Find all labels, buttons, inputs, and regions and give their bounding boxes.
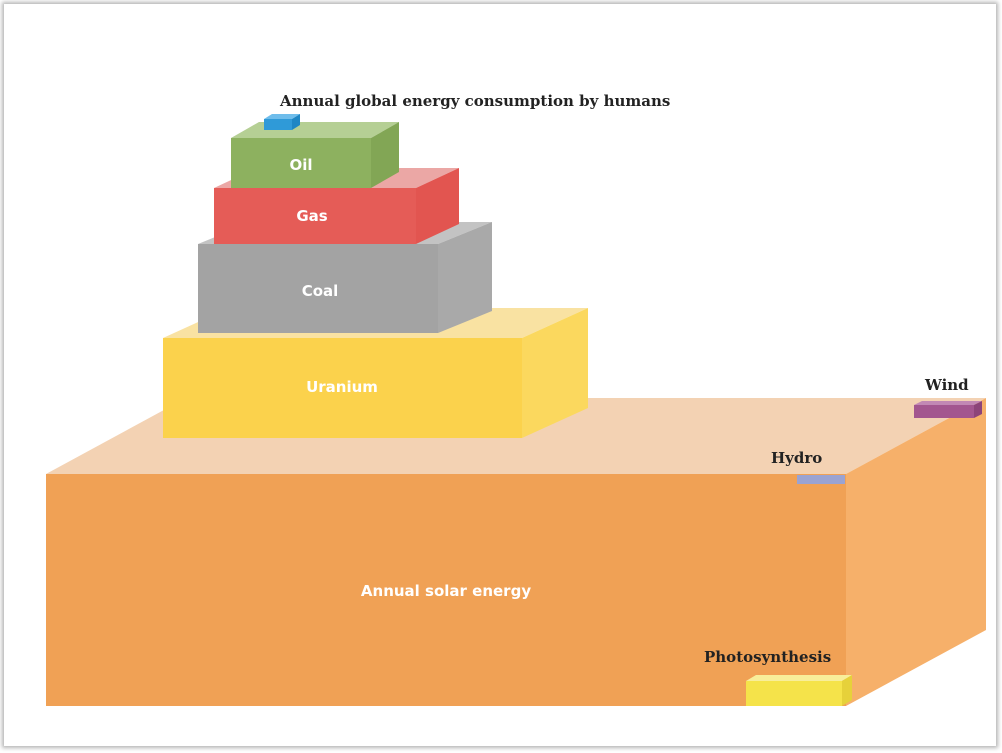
oil-side-face <box>371 122 399 188</box>
hydro-marker <box>797 475 845 484</box>
solar-front-face <box>46 474 846 706</box>
consumption-top-face <box>264 114 300 119</box>
coal-label: Coal <box>302 282 339 300</box>
hydro-label: Hydro <box>771 449 822 467</box>
oil-top-face <box>231 122 399 138</box>
uranium-label: Uranium <box>306 378 378 396</box>
solar-side-face <box>846 398 986 706</box>
coal-front-face <box>198 244 438 333</box>
wind-front-face <box>914 405 974 418</box>
consumption-title: Annual global energy consumption by huma… <box>279 92 670 110</box>
consumption-front-face <box>264 119 292 130</box>
photosynthesis-label: Photosynthesis <box>704 648 831 666</box>
uranium-front-face <box>163 338 522 438</box>
oil-block: Oil <box>231 122 399 188</box>
coal-side-face <box>438 222 492 333</box>
photosynthesis-marker <box>746 675 852 706</box>
solar-label: Annual solar energy <box>361 582 531 600</box>
consumption-side-face <box>292 114 300 130</box>
consumption-block <box>264 114 300 130</box>
wind-side-face <box>974 401 982 418</box>
hydro-front-face <box>797 475 845 484</box>
oil-label: Oil <box>289 156 312 174</box>
solar-energy-block: Annual solar energy <box>46 398 986 706</box>
wind-marker <box>914 401 982 418</box>
photosynthesis-front-face <box>746 681 842 706</box>
oil-front-face <box>231 138 371 188</box>
wind-top-face <box>914 401 982 405</box>
photosynthesis-top-face <box>746 675 852 681</box>
gas-side-face <box>416 168 459 244</box>
photosynthesis-side-face <box>842 675 852 706</box>
gas-front-face <box>214 188 416 244</box>
gas-label: Gas <box>296 207 327 225</box>
wind-label: Wind <box>924 376 969 394</box>
uranium-side-face <box>522 308 588 438</box>
